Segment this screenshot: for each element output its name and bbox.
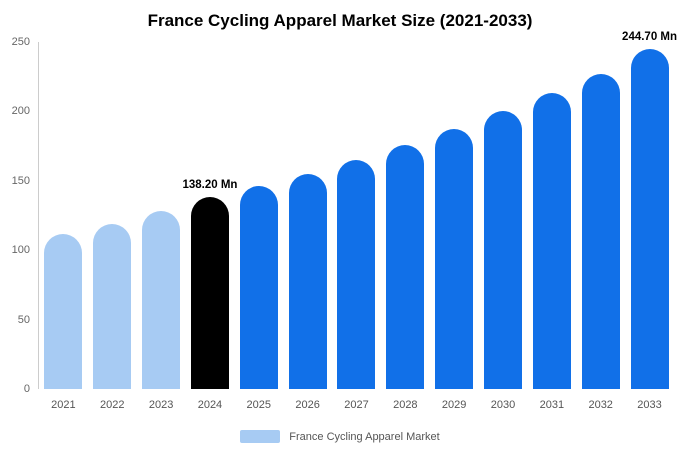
bar-2029 <box>435 129 474 389</box>
x-tick-label: 2028 <box>393 399 418 411</box>
x-tick-label: 2025 <box>246 399 272 411</box>
data-label-2024: 138.20 Mn <box>182 179 238 192</box>
bar-column-2022: 2022 <box>88 42 137 411</box>
bar-column-2032: 2032 <box>576 42 625 411</box>
bar-2022 <box>93 223 132 389</box>
x-tick-label: 2023 <box>148 399 174 411</box>
bar-column-2026: 2026 <box>283 42 332 411</box>
bar-2033 <box>630 49 669 389</box>
bar-column-2025: 2025 <box>234 42 283 411</box>
bar-2031 <box>532 93 571 389</box>
bar-column-2029: 2029 <box>430 42 479 411</box>
bar-column-2024: 2024 138.20 Mn <box>182 42 237 411</box>
bar-column-2031: 2031 <box>527 42 576 411</box>
x-tick-label: 2032 <box>588 399 613 411</box>
bar-column-2023: 2023 <box>137 42 186 411</box>
y-tick-label: 50 <box>17 313 30 326</box>
x-tick-label: 2024 <box>197 399 223 411</box>
y-tick-label: 200 <box>11 105 30 118</box>
bar-2026 <box>288 173 327 389</box>
legend: France Cycling Apparel Market <box>0 430 680 443</box>
bar-column-2027: 2027 <box>332 42 381 411</box>
y-tick-label: 250 <box>11 36 30 48</box>
x-tick-label: 2022 <box>100 399 125 411</box>
bar-2024 <box>190 197 229 389</box>
x-tick-label: 2021 <box>51 399 76 411</box>
x-tick-label: 2033 <box>637 399 662 411</box>
bar-2021 <box>44 233 83 389</box>
bar-2027 <box>337 159 376 389</box>
legend-label: France Cycling Apparel Market <box>289 430 440 443</box>
chart-title: France Cycling Apparel Market Size (2021… <box>147 11 533 30</box>
legend-swatch-icon <box>240 430 281 443</box>
bar-2032 <box>581 73 620 389</box>
bar-column-2033: 2033 244.70 Mn <box>622 31 677 411</box>
bars: 2021 2022 2023 2024 138.20 Mn 2025 2026 2027 202… <box>39 31 677 411</box>
y-tick-label: 150 <box>11 174 30 187</box>
plot-area: 2021 2022 2023 2024 138.20 Mn 2025 2026 2027 202… <box>38 31 677 411</box>
x-tick-label: 2029 <box>441 399 467 411</box>
y-axis: 0 50 100 150 200 250 <box>0 36 32 395</box>
bar-2025 <box>239 186 278 389</box>
y-tick-label: 100 <box>11 244 30 257</box>
x-tick-label: 2027 <box>344 399 369 411</box>
x-tick-label: 2026 <box>295 399 320 411</box>
x-tick-label: 2030 <box>490 399 516 411</box>
y-tick-label: 0 <box>23 383 30 395</box>
bar-column-2030: 2030 <box>479 42 528 411</box>
x-tick-label: 2031 <box>539 399 565 411</box>
bar-2028 <box>386 144 425 389</box>
bar-2030 <box>484 111 523 389</box>
bar-column-2021: 2021 <box>39 42 88 411</box>
data-label-2033: 244.70 Mn <box>622 31 678 44</box>
bar-column-2028: 2028 <box>381 42 430 411</box>
bar-2023 <box>142 211 181 389</box>
